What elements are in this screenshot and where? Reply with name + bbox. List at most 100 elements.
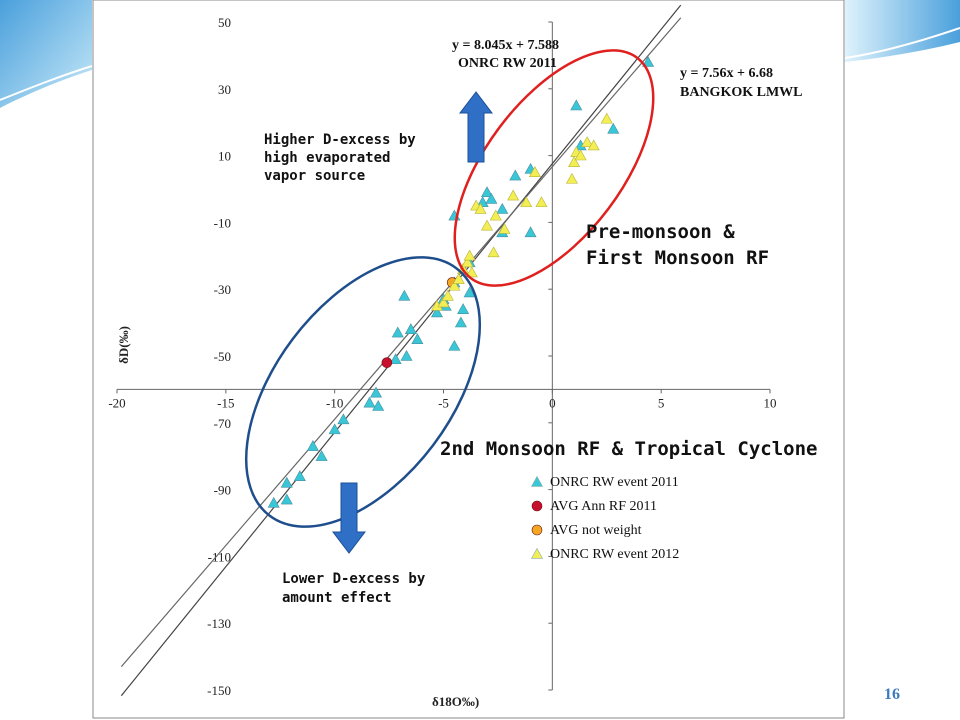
- legend-label: ONRC RW event 2011: [550, 475, 679, 490]
- data-point: [404, 323, 417, 334]
- data-point: [363, 396, 376, 408]
- data-point: [391, 326, 404, 338]
- lower-arrow-annotation-line-1: Lower D-excess by: [282, 571, 426, 587]
- data-point: [441, 289, 454, 301]
- regression-line: [120, 17, 682, 668]
- data-point: [481, 219, 494, 231]
- x-tick-label: -15: [217, 395, 234, 410]
- data-point: [520, 196, 533, 208]
- up-arrow-icon: [458, 91, 494, 163]
- data-point: [315, 450, 328, 461]
- data-point: [381, 357, 393, 368]
- right-wave-line: [844, 27, 960, 59]
- data-points: [267, 55, 655, 508]
- data-point: [293, 470, 306, 481]
- data-point: [370, 386, 383, 398]
- down-arrow-icon: [331, 482, 367, 554]
- regression-equation-onrc: y = 8.045x + 7.588: [452, 38, 559, 53]
- upper-group-ellipse: [453, 49, 655, 287]
- y-tick-label: -90: [214, 483, 231, 498]
- x-tick-label: -5: [438, 395, 449, 410]
- regression-line: [120, 4, 682, 697]
- data-point: [487, 246, 500, 258]
- upper-arrow-annotation-line-2: high evaporated: [264, 150, 390, 166]
- y-axis-title: δD(‰): [116, 326, 131, 364]
- data-point: [463, 249, 476, 261]
- legend-label: AVG not weight: [550, 523, 642, 538]
- regression-name-onrc: ONRC RW 2011: [458, 56, 557, 71]
- legend: ONRC RW event 2011 AVG Ann RF 2011 AVG not…: [530, 475, 679, 562]
- data-point: [587, 139, 600, 151]
- data-point: [463, 286, 476, 298]
- lower-group-ellipse: [244, 256, 482, 528]
- data-point: [452, 273, 465, 284]
- upper-arrow-annotation-line-3: vapor source: [264, 168, 365, 184]
- y-tick-label: -70: [214, 416, 231, 431]
- data-point: [337, 413, 350, 425]
- data-point: [581, 136, 594, 147]
- lower-arrow-annotation-line-2: amount effect: [282, 590, 392, 606]
- data-point: [372, 399, 385, 411]
- data-point: [642, 55, 655, 67]
- y-tick-label: -50: [214, 349, 231, 364]
- data-point: [280, 476, 293, 488]
- data-point: [496, 202, 509, 214]
- data-point: [280, 493, 293, 505]
- left-wave-line: [0, 65, 93, 101]
- data-point: [524, 226, 537, 238]
- data-point: [565, 172, 578, 184]
- legend-marker: [530, 547, 544, 559]
- data-point: [535, 196, 548, 208]
- x-axis-title: δ18O‰): [432, 694, 479, 709]
- data-point: [448, 339, 461, 351]
- data-point: [528, 166, 541, 177]
- data-point: [568, 156, 581, 167]
- data-point: [400, 349, 413, 361]
- legend-label: ONRC RW event 2012: [550, 547, 679, 562]
- x-tick-label: 5: [658, 395, 665, 410]
- data-point: [430, 306, 443, 318]
- x-tick-label: -10: [326, 395, 343, 410]
- data-point: [574, 149, 587, 161]
- data-point: [437, 296, 450, 308]
- data-point: [509, 169, 522, 181]
- y-tick-label: -30: [214, 282, 231, 297]
- left-wave-decoration: [0, 0, 92, 108]
- data-point: [489, 209, 502, 221]
- data-point: [398, 289, 411, 301]
- data-point: [328, 423, 341, 435]
- legend-label: AVG Ann RF 2011: [550, 499, 657, 514]
- x-tick-label: 10: [764, 395, 777, 410]
- slide-number: 16: [884, 686, 900, 703]
- y-tick-label: 50: [218, 15, 231, 30]
- data-point: [267, 496, 280, 508]
- data-point: [507, 189, 520, 201]
- data-point: [454, 316, 467, 328]
- y-tick-label: 10: [218, 149, 231, 164]
- y-tick-label: -130: [207, 616, 231, 631]
- data-point: [485, 192, 498, 204]
- y-tick-label: -10: [214, 215, 231, 230]
- x-tick-label: -20: [108, 395, 125, 410]
- data-point: [306, 440, 319, 451]
- upper-group-label-line-2: First Monsoon RF: [586, 247, 769, 269]
- y-tick-label: -150: [207, 683, 231, 698]
- legend-marker: [531, 500, 543, 512]
- data-point: [607, 122, 620, 134]
- data-point: [474, 202, 487, 214]
- upper-arrow-annotation-line-1: Higher D-excess by: [264, 132, 416, 148]
- regression-lines: [120, 4, 682, 697]
- lower-group-label: 2nd Monsoon RF & Tropical Cyclone: [440, 438, 818, 460]
- data-point: [570, 99, 583, 111]
- upper-group-label-line-1: Pre-monsoon &: [586, 221, 735, 243]
- data-point: [411, 333, 424, 345]
- data-point: [389, 353, 402, 365]
- data-point: [600, 112, 613, 124]
- legend-marker: [530, 475, 544, 487]
- data-point: [465, 266, 478, 278]
- data-point: [498, 222, 511, 234]
- regression-equation-bangkok: y = 7.56x + 6.68: [680, 66, 773, 81]
- right-wave-decoration: [845, 0, 960, 62]
